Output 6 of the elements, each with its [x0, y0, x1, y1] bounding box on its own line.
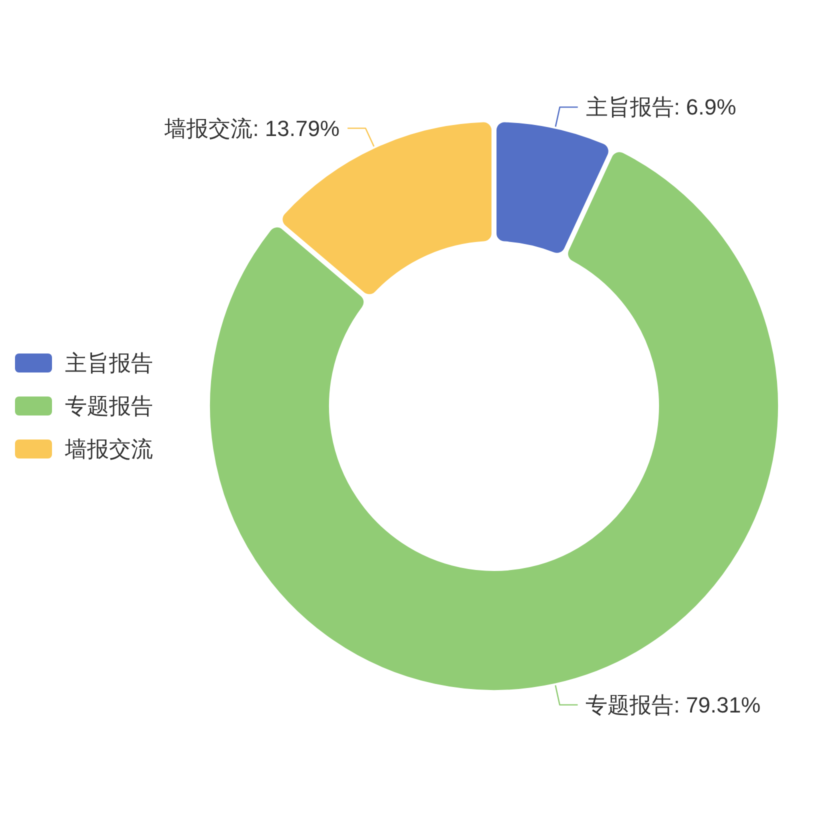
- legend-label: 专题报告: [65, 394, 153, 418]
- label: 专题报告: 79.31%: [586, 692, 761, 718]
- label: 主旨报告: 6.9%: [586, 94, 736, 120]
- label: 墙报交流: 13.79%: [164, 116, 340, 141]
- legend-label: 主旨报告: [65, 350, 153, 376]
- legend-label: 墙报交流: [64, 436, 153, 462]
